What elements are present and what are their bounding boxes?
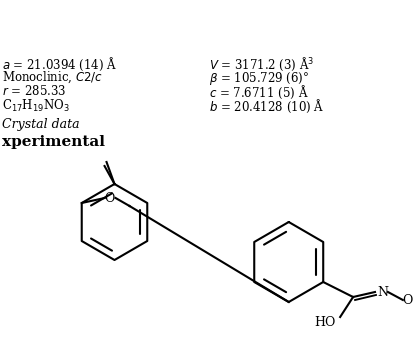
Text: $V$ = 3171.2 (3) Å$^3$: $V$ = 3171.2 (3) Å$^3$	[209, 56, 313, 73]
Text: O: O	[402, 294, 412, 307]
Text: HO: HO	[314, 315, 335, 329]
Text: C$_{17}$H$_{19}$NO$_3$: C$_{17}$H$_{19}$NO$_3$	[2, 98, 69, 114]
Text: xperimental: xperimental	[2, 135, 105, 149]
Text: N: N	[377, 286, 387, 299]
Text: $c$ = 7.6711 (5) Å: $c$ = 7.6711 (5) Å	[209, 84, 308, 101]
Text: O: O	[104, 191, 114, 204]
Text: $r$ = 285.33: $r$ = 285.33	[2, 84, 66, 98]
Text: $\beta$ = 105.729 (6)°: $\beta$ = 105.729 (6)°	[209, 70, 309, 87]
Text: $a$ = 21.0394 (14) Å: $a$ = 21.0394 (14) Å	[2, 56, 117, 73]
Text: Monoclinic, $C2/c$: Monoclinic, $C2/c$	[2, 70, 103, 85]
Text: $b$ = 20.4128 (10) Å: $b$ = 20.4128 (10) Å	[209, 98, 324, 115]
Text: Crystal data: Crystal data	[2, 118, 79, 131]
